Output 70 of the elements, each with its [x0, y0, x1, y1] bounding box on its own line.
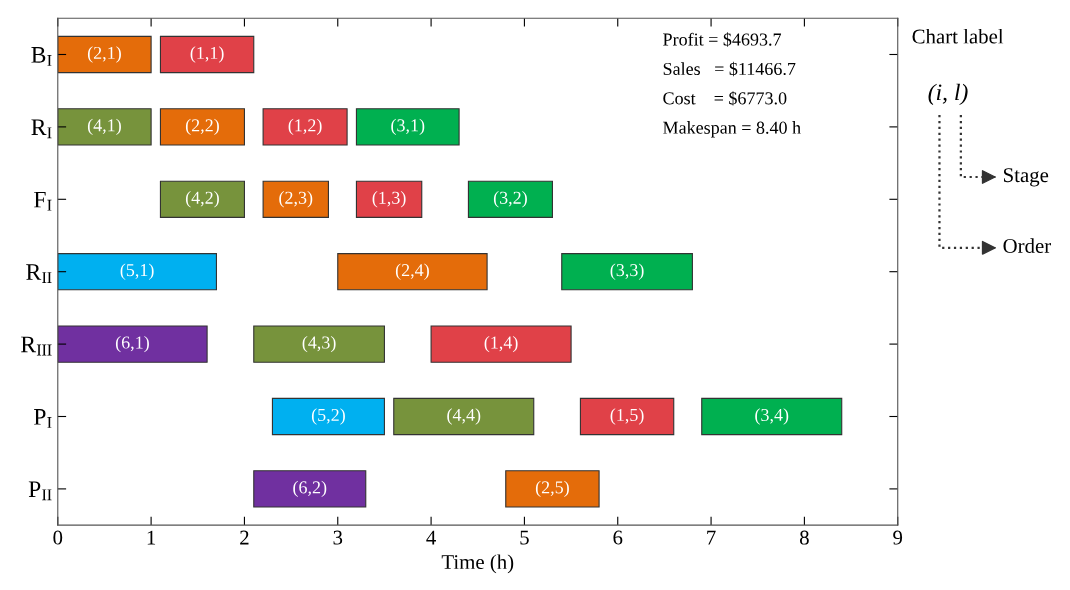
x-tick-label: 5	[520, 530, 529, 545]
y-tick-label: R$_{I}$	[31, 119, 52, 139]
annotation: Sales = $11466.7	[663, 61, 796, 77]
annotation: (4,1)	[87, 118, 121, 136]
annotation: Cost = $6773.0	[663, 91, 787, 106]
bar	[159, 180, 245, 218]
annotation: (1,2)	[288, 118, 322, 136]
bar	[262, 180, 329, 218]
annotation: (1,1)	[190, 46, 224, 63]
y-tick-label: B$_{I}$	[31, 47, 52, 66]
annotation: (3,3)	[610, 263, 644, 280]
bar	[579, 397, 675, 436]
annotation: (1,4)	[484, 335, 518, 353]
bar	[57, 108, 152, 146]
annotation: (4,2)	[185, 191, 219, 208]
y-tick-label: R$_{II}$	[26, 264, 52, 284]
text: (i, l)	[928, 83, 968, 106]
x-tick-label: 6	[613, 530, 623, 545]
bar	[159, 108, 245, 146]
x-tick-label: 7	[707, 530, 716, 545]
annotation: (4,3)	[302, 335, 336, 353]
x-tick-label: 2	[240, 530, 249, 545]
bar	[430, 325, 572, 363]
y-tick-label: P$_{I}$	[34, 409, 52, 428]
bar	[159, 35, 255, 74]
annotation: (6,1)	[115, 335, 149, 353]
x-tick-label: 3	[333, 530, 343, 545]
annotation: (2,4)	[395, 263, 429, 280]
y-tick-label: P$_{II}$	[28, 481, 52, 501]
annotation: (2,5)	[535, 480, 569, 498]
annotation: (1,5)	[610, 408, 644, 425]
annotation: Makespan = 8.40 h	[663, 121, 801, 138]
annotation: (2,3)	[279, 191, 313, 208]
text: Chart label	[912, 28, 1004, 44]
x-tick-label: 4	[426, 530, 436, 545]
bar	[467, 180, 553, 218]
annotation: (4,4)	[447, 408, 481, 425]
bar	[337, 253, 488, 291]
bar	[505, 470, 600, 508]
annotation: (5,2)	[311, 408, 345, 425]
bar	[253, 470, 367, 508]
bar	[57, 325, 208, 363]
annotation: (1,3)	[372, 191, 406, 208]
y-tick-label: R$_{III}$	[21, 336, 52, 356]
bar	[393, 397, 535, 436]
x-tick-label: 8	[799, 530, 809, 545]
bar	[262, 108, 348, 146]
text: Stage	[1003, 168, 1049, 187]
bar	[57, 35, 152, 74]
annotation: (2,1)	[87, 46, 121, 63]
text: Order	[1003, 238, 1051, 254]
x-tick-label: 0	[53, 530, 63, 545]
x-tick-label: 1	[147, 530, 156, 545]
annotation: (2,2)	[185, 118, 219, 136]
bar	[271, 397, 385, 436]
bar	[253, 325, 385, 363]
bar	[57, 253, 217, 291]
bar	[561, 253, 693, 291]
x-tick-label: 9	[893, 530, 903, 545]
x-axis-title: Time (h)	[441, 554, 514, 574]
y-tick-label: F$_{I}$	[34, 191, 52, 211]
annotation: (3,4)	[755, 408, 789, 425]
annotation: (3,2)	[493, 191, 527, 208]
bar	[355, 108, 460, 146]
annotation: (3,1)	[391, 118, 425, 136]
annotation: (6,2)	[293, 480, 327, 498]
annotation: (5,1)	[120, 263, 154, 280]
bar	[701, 397, 843, 436]
annotation: Profit = $4693.7	[663, 32, 782, 47]
bar	[355, 180, 423, 218]
